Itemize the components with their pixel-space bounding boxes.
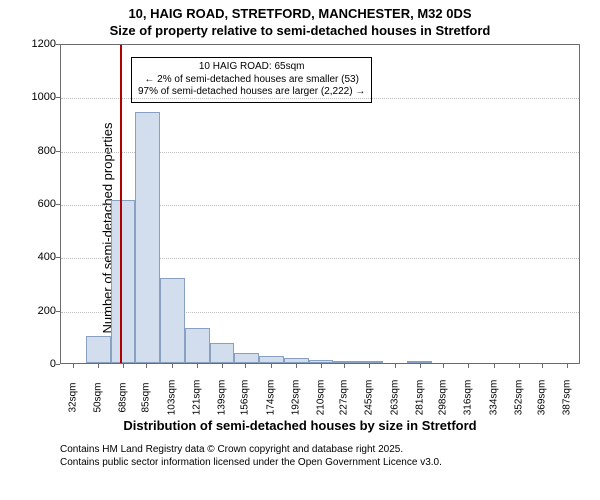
x-tick-label: 156sqm xyxy=(240,378,251,418)
x-tick-mark xyxy=(321,364,322,368)
x-tick-label: 85sqm xyxy=(141,378,152,418)
x-tick-mark xyxy=(245,364,246,368)
histogram-bar xyxy=(135,112,160,363)
legend-box: 10 HAIG ROAD: 65sqm ← 2% of semi-detache… xyxy=(131,57,372,103)
x-tick-mark xyxy=(271,364,272,368)
x-tick-label: 369sqm xyxy=(537,378,548,418)
histogram-bar xyxy=(284,358,309,363)
histogram-bar xyxy=(234,353,259,363)
x-tick-mark xyxy=(443,364,444,368)
histogram-bar xyxy=(309,360,333,363)
y-tick-mark xyxy=(56,151,60,152)
x-tick-mark xyxy=(567,364,568,368)
footnote-line-2: Contains public sector information licen… xyxy=(60,456,600,469)
chart-title-main: 10, HAIG ROAD, STRETFORD, MANCHESTER, M3… xyxy=(0,6,600,21)
legend-line-1: 10 HAIG ROAD: 65sqm xyxy=(138,61,365,74)
x-tick-mark xyxy=(542,364,543,368)
x-tick-label: 245sqm xyxy=(364,378,375,418)
y-tick-mark xyxy=(56,204,60,205)
x-tick-mark xyxy=(369,364,370,368)
histogram-bar xyxy=(358,361,383,363)
x-tick-label: 139sqm xyxy=(216,378,227,418)
x-tick-mark xyxy=(172,364,173,368)
y-tick-mark xyxy=(56,97,60,98)
histogram-bar xyxy=(407,361,432,363)
y-tick-label: 200 xyxy=(28,305,56,317)
x-tick-mark xyxy=(395,364,396,368)
x-tick-label: 103sqm xyxy=(166,378,177,418)
x-tick-label: 316sqm xyxy=(463,378,474,418)
chart-title-sub: Size of property relative to semi-detach… xyxy=(0,23,600,38)
y-tick-label: 1200 xyxy=(28,38,56,50)
x-axis-label: Distribution of semi-detached houses by … xyxy=(0,418,600,433)
histogram-bar xyxy=(160,278,185,363)
x-tick-label: 281sqm xyxy=(414,378,425,418)
x-tick-label: 121sqm xyxy=(191,378,202,418)
y-tick-mark xyxy=(56,257,60,258)
x-tick-mark xyxy=(197,364,198,368)
reference-line xyxy=(120,45,122,363)
x-tick-mark xyxy=(420,364,421,368)
x-tick-label: 334sqm xyxy=(488,378,499,418)
x-tick-mark xyxy=(296,364,297,368)
gridline xyxy=(61,98,579,99)
x-tick-mark xyxy=(468,364,469,368)
x-tick-mark xyxy=(73,364,74,368)
histogram-bar xyxy=(185,328,210,363)
x-tick-label: 263sqm xyxy=(389,378,400,418)
x-tick-label: 352sqm xyxy=(513,378,524,418)
x-tick-label: 227sqm xyxy=(339,378,350,418)
x-tick-label: 68sqm xyxy=(117,378,128,418)
legend-line-3: 97% of semi-detached houses are larger (… xyxy=(138,86,365,99)
y-tick-label: 400 xyxy=(28,251,56,263)
x-tick-mark xyxy=(519,364,520,368)
chart-area: Number of semi-detached properties 10 HA… xyxy=(0,38,600,418)
histogram-bar xyxy=(86,336,111,363)
x-tick-mark xyxy=(494,364,495,368)
x-tick-label: 50sqm xyxy=(92,378,103,418)
y-tick-mark xyxy=(56,311,60,312)
x-tick-label: 192sqm xyxy=(290,378,301,418)
x-tick-label: 387sqm xyxy=(562,378,573,418)
x-tick-mark xyxy=(222,364,223,368)
plot-frame: 10 HAIG ROAD: 65sqm ← 2% of semi-detache… xyxy=(60,44,580,364)
x-tick-label: 174sqm xyxy=(265,378,276,418)
histogram-bar xyxy=(111,200,135,363)
x-tick-label: 210sqm xyxy=(315,378,326,418)
y-tick-label: 1000 xyxy=(28,91,56,103)
x-tick-label: 32sqm xyxy=(67,378,78,418)
y-tick-mark xyxy=(56,364,60,365)
x-tick-mark xyxy=(146,364,147,368)
histogram-bar xyxy=(259,356,284,363)
footnote: Contains HM Land Registry data © Crown c… xyxy=(60,443,600,469)
y-tick-label: 600 xyxy=(28,198,56,210)
x-tick-mark xyxy=(123,364,124,368)
x-tick-mark xyxy=(344,364,345,368)
histogram-bar xyxy=(210,343,234,363)
histogram-bar xyxy=(333,361,358,363)
y-tick-label: 0 xyxy=(28,358,56,370)
footnote-line-1: Contains HM Land Registry data © Crown c… xyxy=(60,443,600,456)
y-tick-label: 800 xyxy=(28,145,56,157)
y-tick-mark xyxy=(56,44,60,45)
x-tick-mark xyxy=(98,364,99,368)
x-tick-label: 298sqm xyxy=(438,378,449,418)
legend-line-2: ← 2% of semi-detached houses are smaller… xyxy=(138,74,365,87)
